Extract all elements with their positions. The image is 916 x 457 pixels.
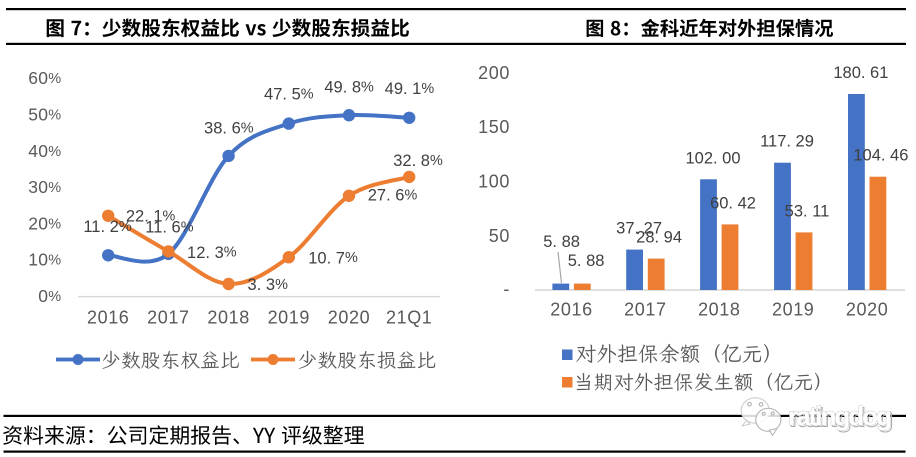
svg-text:150: 150 xyxy=(478,117,510,137)
svg-text:50%: 50% xyxy=(28,105,61,125)
svg-text:40%: 40% xyxy=(28,141,61,161)
svg-text:28. 94: 28. 94 xyxy=(636,229,682,247)
svg-text:38. 6%: 38. 6% xyxy=(204,120,254,138)
svg-text:10. 7%: 10. 7% xyxy=(308,249,358,267)
svg-text:10%: 10% xyxy=(28,250,61,270)
svg-text:2019: 2019 xyxy=(772,300,814,320)
svg-text:49. 8%: 49. 8% xyxy=(324,79,374,97)
svg-text:2020: 2020 xyxy=(328,308,370,328)
svg-text:104. 46: 104. 46 xyxy=(853,147,908,165)
svg-text:5. 88: 5. 88 xyxy=(568,252,605,270)
svg-text:60. 42: 60. 42 xyxy=(710,194,756,212)
svg-text:27. 6%: 27. 6% xyxy=(368,187,418,205)
svg-text:102. 00: 102. 00 xyxy=(685,149,740,167)
svg-text:2018: 2018 xyxy=(698,300,740,320)
svg-text:37. 27: 37. 27 xyxy=(616,220,662,238)
svg-text:5. 88: 5. 88 xyxy=(543,233,580,251)
svg-text:11. 6%: 11. 6% xyxy=(145,219,193,237)
svg-text:22. 1%: 22. 1% xyxy=(126,208,176,226)
svg-text:11. 2%: 11. 2% xyxy=(83,218,131,236)
svg-text:0%: 0% xyxy=(38,286,61,306)
svg-text:200: 200 xyxy=(478,63,510,83)
svg-text:2019: 2019 xyxy=(268,308,310,328)
svg-text:53. 11: 53. 11 xyxy=(785,202,830,220)
svg-text:ratingdog: ratingdog xyxy=(790,403,893,433)
svg-text:100: 100 xyxy=(478,172,510,192)
svg-text:50: 50 xyxy=(489,226,510,246)
svg-text:2020: 2020 xyxy=(846,300,888,320)
svg-text:2018: 2018 xyxy=(207,308,249,328)
svg-text:2017: 2017 xyxy=(624,300,666,320)
svg-text:20%: 20% xyxy=(28,213,61,233)
svg-text:180. 61: 180. 61 xyxy=(833,64,888,82)
svg-text:60%: 60% xyxy=(28,68,61,88)
svg-text:12. 3%: 12. 3% xyxy=(187,244,237,262)
svg-text:3. 3%: 3. 3% xyxy=(248,276,289,294)
svg-text:2016: 2016 xyxy=(550,300,592,320)
svg-text:ratingdog: ratingdog xyxy=(788,401,891,431)
svg-text:49. 1%: 49. 1% xyxy=(385,80,435,98)
svg-text:2016: 2016 xyxy=(87,308,129,328)
svg-text:47. 5%: 47. 5% xyxy=(264,86,314,104)
svg-text:117. 29: 117. 29 xyxy=(760,133,814,151)
svg-text:-: - xyxy=(503,279,510,299)
svg-text:32. 8%: 32. 8% xyxy=(393,152,443,170)
svg-text:30%: 30% xyxy=(28,177,61,197)
svg-text:2017: 2017 xyxy=(147,308,189,328)
svg-text:21Q1: 21Q1 xyxy=(386,308,432,328)
